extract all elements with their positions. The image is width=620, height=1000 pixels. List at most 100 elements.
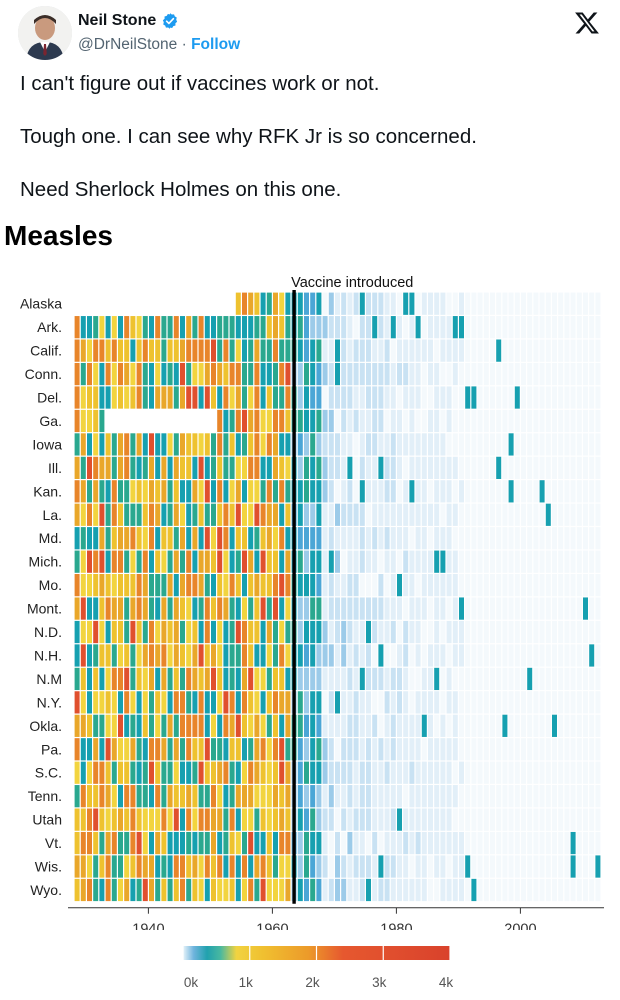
heatmap-cell xyxy=(359,714,365,737)
heatmap-cell xyxy=(496,503,502,526)
heatmap-cell xyxy=(87,316,92,339)
heatmap-cell xyxy=(273,292,278,315)
heatmap-cell xyxy=(118,527,123,550)
heatmap-cell xyxy=(341,691,347,714)
handle[interactable]: @DrNeilStone xyxy=(78,36,178,53)
heatmap-cell xyxy=(87,433,92,456)
heatmap-cell xyxy=(124,831,130,855)
heatmap-cell xyxy=(347,878,353,902)
heatmap-cell xyxy=(403,738,409,761)
heatmap-cell xyxy=(359,691,365,714)
heatmap-cell xyxy=(204,456,210,479)
heatmap-cell xyxy=(260,574,266,597)
heatmap-cell xyxy=(440,878,446,902)
heatmap-cell xyxy=(242,480,247,503)
heatmap-cell xyxy=(353,316,359,339)
heatmap-cell xyxy=(130,456,136,479)
heatmap-cell xyxy=(576,386,582,409)
heatmap-cell xyxy=(130,503,136,526)
heatmap-cell xyxy=(440,574,446,597)
heatmap-cell xyxy=(186,808,192,831)
heatmap-cell xyxy=(583,738,588,761)
heatmap-cell xyxy=(310,667,316,691)
heatmap-cell xyxy=(378,503,384,526)
heatmap-cell xyxy=(304,550,309,573)
heatmap-cell xyxy=(477,316,483,339)
heatmap-cell xyxy=(576,339,582,362)
heatmap-cell xyxy=(384,386,390,409)
heatmap-cell xyxy=(99,785,105,808)
heatmap-cell xyxy=(273,550,278,573)
heatmap-cell xyxy=(539,527,545,550)
heatmap-cell xyxy=(440,714,446,737)
heatmap-cell xyxy=(186,644,192,667)
heatmap-cell xyxy=(372,292,378,315)
heatmap-cell xyxy=(124,339,130,362)
heatmap-cell xyxy=(80,527,86,550)
heatmap-cell xyxy=(595,574,601,597)
heatmap-cell xyxy=(421,362,427,386)
heatmap-cell xyxy=(421,667,427,691)
heatmap-cell xyxy=(93,597,99,620)
heatmap-cell xyxy=(583,620,588,644)
heatmap-cell xyxy=(359,831,365,855)
heatmap-cell xyxy=(576,409,582,433)
heatmap-cell xyxy=(421,480,427,503)
heatmap-cell xyxy=(477,339,483,362)
heatmap-cell xyxy=(353,550,359,573)
heatmap-cell xyxy=(514,550,520,573)
heatmap-cell xyxy=(347,667,353,691)
heatmap-cell xyxy=(136,456,142,479)
heatmap-cell xyxy=(366,574,371,597)
heatmap-cell xyxy=(93,808,99,831)
heatmap-cell xyxy=(74,527,80,550)
heatmap-cell xyxy=(583,339,588,362)
heatmap-cell xyxy=(198,644,204,667)
heatmap-cell xyxy=(304,738,309,761)
heatmap-cell xyxy=(260,667,266,691)
heatmap-cell xyxy=(186,386,192,409)
heatmap-cell xyxy=(328,527,334,550)
heatmap-cell xyxy=(335,597,340,620)
heatmap-cell xyxy=(452,316,458,339)
x-logo-icon[interactable] xyxy=(574,10,600,36)
heatmap-cell xyxy=(595,878,601,902)
heatmap-cell xyxy=(328,597,334,620)
heatmap-cell xyxy=(273,761,278,784)
heatmap-cell xyxy=(465,316,471,339)
heatmap-cell xyxy=(149,480,154,503)
heatmap-cell xyxy=(409,456,415,479)
heatmap-cell xyxy=(353,878,359,902)
heatmap-cell xyxy=(359,527,365,550)
heatmap-cell xyxy=(99,620,105,644)
heatmap-cell xyxy=(502,738,508,761)
heatmap-cell xyxy=(254,527,260,550)
heatmap-cell xyxy=(304,667,309,691)
heatmap-cell xyxy=(359,878,365,902)
heatmap-cell xyxy=(409,292,415,315)
heatmap-cell xyxy=(508,316,514,339)
heatmap-cell xyxy=(341,339,347,362)
display-name[interactable]: Neil Stone xyxy=(78,12,157,29)
heatmap-cell xyxy=(378,433,384,456)
heatmap-cell xyxy=(105,316,111,339)
heatmap-cell xyxy=(279,339,285,362)
row-label: La. xyxy=(43,507,62,523)
heatmap-cell xyxy=(372,386,378,409)
heatmap-cell xyxy=(372,785,378,808)
heatmap-cell xyxy=(490,433,495,456)
heatmap-cell xyxy=(502,785,508,808)
heatmap-cell xyxy=(347,808,353,831)
heatmap-cell xyxy=(328,714,334,737)
heatmap-cell xyxy=(552,831,557,855)
avatar[interactable] xyxy=(18,6,72,60)
heatmap-cell xyxy=(533,433,539,456)
heatmap-cell xyxy=(477,386,483,409)
heatmap-cell xyxy=(353,738,359,761)
heatmap-cell xyxy=(465,527,471,550)
heatmap-cell xyxy=(341,738,347,761)
follow-button[interactable]: Follow xyxy=(191,36,241,53)
heatmap-cell xyxy=(304,878,309,902)
heatmap-cell xyxy=(124,574,130,597)
heatmap-cell xyxy=(260,785,266,808)
